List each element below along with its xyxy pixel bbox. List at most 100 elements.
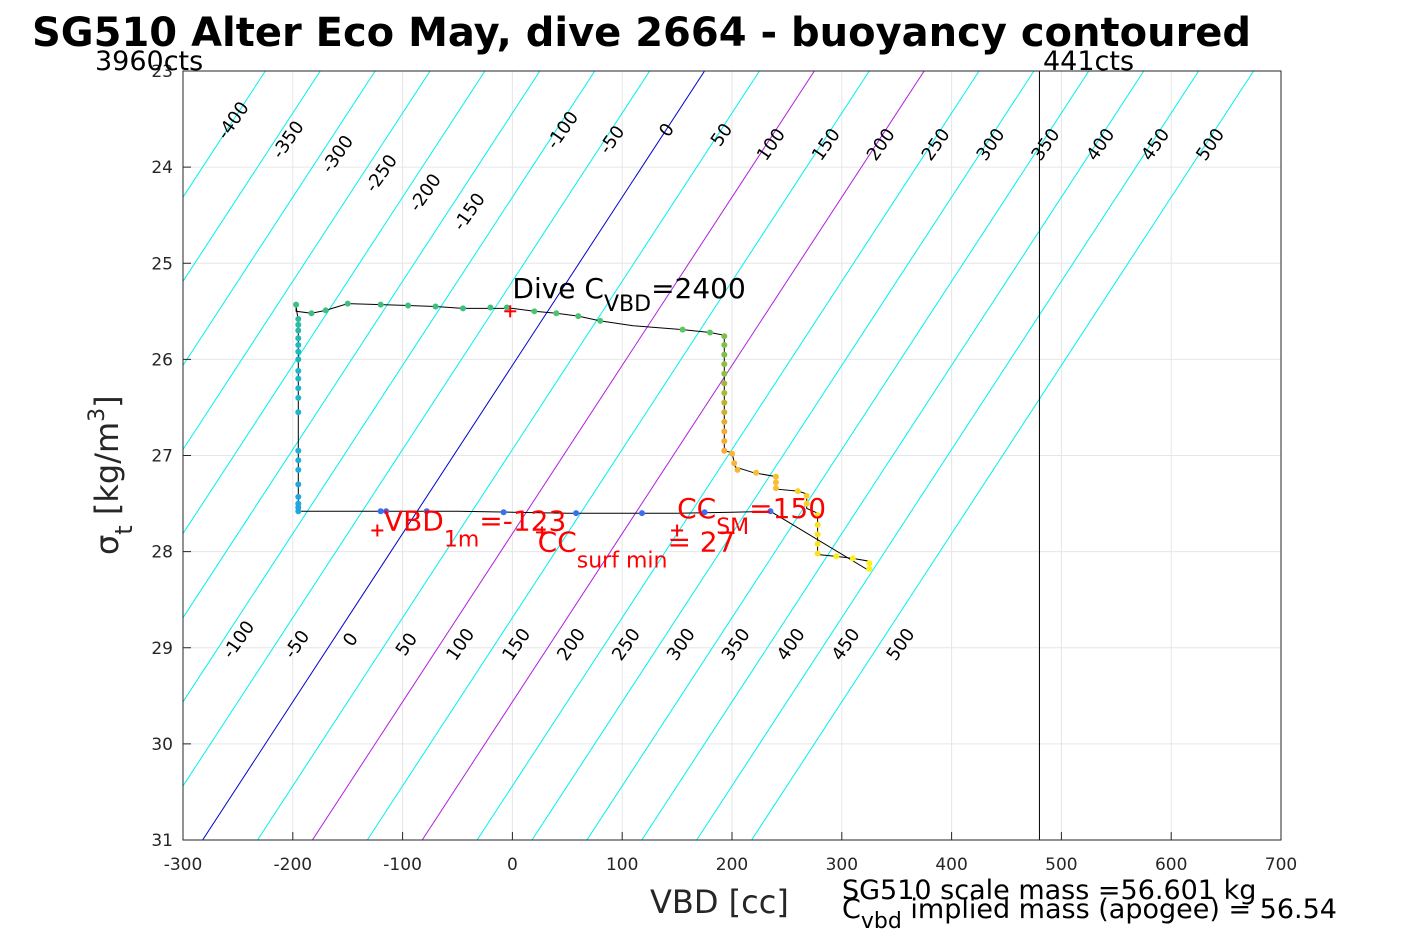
cc-sm-value: =150 [749,492,826,525]
x-tick-label: -100 [383,855,422,875]
data-point [729,450,735,457]
data-point [679,326,686,333]
data-point [295,348,302,355]
contour-line [366,71,870,840]
x-tick-label: 300 [826,855,858,875]
cc-surf-min-sub: surf min [577,549,668,574]
y-axis-label-units: [kg/m [88,422,126,525]
data-point [721,399,728,406]
cc-surf-min-main: CC [538,526,577,559]
data-point [573,510,580,517]
data-point [772,479,779,486]
data-point [432,303,439,310]
data-point [707,329,714,336]
data-point [295,316,302,323]
x-tick-label: 100 [606,855,638,875]
cc-sm-main: CC [677,492,716,525]
data-point [295,493,302,500]
x-tick-label: 200 [716,855,748,875]
y-tick-label: 29 [151,639,173,659]
counts-right-label: 441cts [1043,46,1134,77]
data-point [377,301,384,308]
data-point [295,409,302,416]
contour-line [183,71,431,451]
data-point [721,370,728,377]
data-point [731,460,738,467]
data-point [295,367,302,374]
data-point [553,310,560,317]
data-point [814,521,821,528]
x-tick-label: -200 [274,855,313,875]
dive-cvbd-marker [504,305,517,318]
data-point [500,509,507,516]
x-tick-label: 400 [935,855,967,875]
data-point [405,302,412,309]
data-point [295,500,302,507]
data-point [721,333,728,340]
data-point [383,508,390,515]
data-point [295,466,302,473]
y-axis-label: σt [kg/m3] [85,395,138,555]
contour-line [751,71,1254,840]
data-point [767,508,774,515]
data-point [295,457,302,464]
cc-sm-sub: SM [716,515,749,540]
data-point [597,317,604,324]
y-axis-label-sup: 3 [85,408,110,422]
y-axis-label-sub: t [110,525,138,534]
implied-mass-sub: vbd [861,909,902,934]
data-point [833,553,840,560]
data-point [803,500,810,507]
vbd-1m-main: VBD [384,504,444,537]
data-point [459,305,466,312]
scale-mass-text: SG510 scale mass =56.601 kg [842,875,1256,906]
y-tick-label: 25 [151,254,173,274]
cc-surf-min-annotation: CCsurf min= 27 [538,526,736,574]
data-point [295,481,302,488]
data-point [721,409,728,416]
dive-cvbd-annotation: Dive CVBD=2400 [512,272,745,317]
contour-line [696,71,1200,840]
contour-line [202,71,705,840]
data-point [772,473,779,480]
data-point [721,380,728,387]
data-point [794,488,801,495]
contour-line [311,71,815,840]
data-point [814,550,821,557]
cc-sm-marker [671,524,684,537]
data-point [721,428,728,435]
data-points [293,300,873,572]
data-point [295,321,302,328]
cc-surf-min-value: = 27 [667,526,735,559]
dive-cvbd-main: Dive C [512,272,604,305]
data-point [295,375,302,382]
contour-line [183,71,486,535]
x-axis-ticks: -300 -200 -100 0 100 200 300 400 500 600 700 [164,832,1297,875]
counts-left-label: 3960cts [95,46,203,77]
contour-line [183,71,376,367]
data-point [734,466,741,473]
data-point [814,531,821,538]
data-point [701,509,708,516]
data-point [295,447,302,454]
contour-line [183,71,596,703]
y-axis-label-close: ] [88,395,126,407]
data-point [721,341,728,348]
data-point [423,508,430,515]
data-point [721,447,728,454]
data-point [295,385,302,392]
dive-cvbd-value: =2400 [651,272,746,305]
annotation-markers [371,305,684,539]
y-axis-ticks: 23 24 25 26 27 28 29 30 31 [151,62,191,851]
y-tick-label: 30 [151,735,173,755]
x-tick-label: 500 [1045,855,1077,875]
vbd-1m-annotation: VBD1m=-123 [384,504,566,552]
data-point [721,361,728,368]
buoyancy-contours [183,71,1254,840]
x-tick-label: 600 [1155,855,1187,875]
data-point [721,351,728,358]
data-point [575,313,582,320]
x-tick-label: 0 [507,855,518,875]
